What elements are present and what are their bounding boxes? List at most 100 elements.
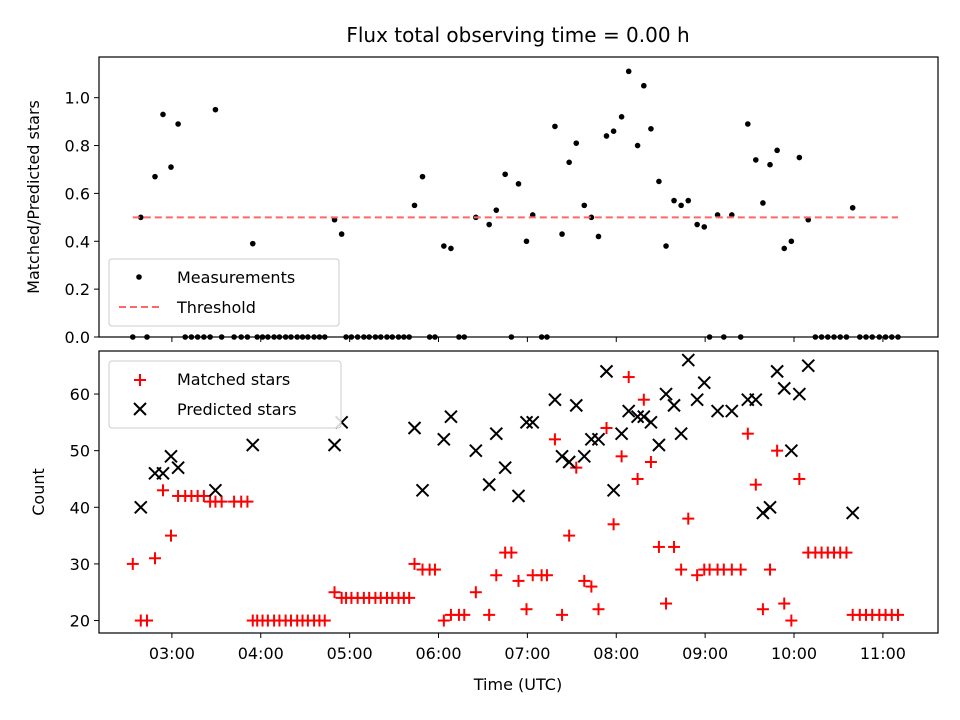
- matched-stars-point: [793, 472, 806, 485]
- measurement-point: [788, 238, 795, 245]
- matched-stars-point: [428, 563, 441, 576]
- legend-matched-label: Matched stars: [177, 370, 290, 389]
- predicted-stars-point: [725, 404, 739, 418]
- counts-legend: Matched stars Predicted stars: [108, 360, 342, 429]
- predicted-stars-point: [489, 426, 503, 441]
- matched-stars-point: [241, 495, 254, 508]
- measurement-point: [175, 121, 181, 127]
- matched-stars-point: [764, 563, 777, 576]
- measurement-point: [641, 82, 647, 89]
- measurement-point: [552, 123, 558, 130]
- predicted-stars-point: [134, 500, 148, 514]
- predicted-stars-point: [482, 477, 496, 492]
- predicted-stars-point: [697, 376, 711, 390]
- predicted-stars-point: [749, 392, 763, 407]
- measurement-point: [419, 173, 426, 180]
- predicted-stars-point: [777, 381, 791, 396]
- measurement-point: [152, 173, 158, 180]
- y-tick-label: 50: [70, 442, 90, 461]
- x-tick-label: 10:00: [771, 644, 817, 663]
- predicted-stars-point: [710, 404, 725, 418]
- measurement-point: [796, 154, 803, 161]
- matched-stars-point: [756, 603, 769, 616]
- measurement-point: [581, 202, 588, 209]
- measurement-point: [701, 224, 708, 230]
- predicted-stars-point: [690, 392, 704, 407]
- predicted-stars-point: [519, 415, 534, 430]
- matched-stars-point: [437, 614, 450, 627]
- matched-stars-point: [140, 614, 153, 627]
- matched-stars-point: [490, 569, 503, 582]
- predicted-stars-point: [562, 455, 576, 469]
- matched-stars-point: [892, 608, 905, 621]
- predicted-stars-point: [555, 449, 569, 464]
- measurement-point: [160, 111, 166, 118]
- matched-stars-point: [644, 455, 657, 468]
- predicted-stars-point: [674, 426, 688, 441]
- y-tick-label: 40: [70, 498, 90, 517]
- predicted-stars-point: [792, 387, 807, 401]
- measurement-point: [753, 157, 759, 163]
- measurement-point: [493, 207, 500, 213]
- measurement-point: [411, 202, 418, 209]
- matched-stars-point: [403, 591, 416, 604]
- legend-threshold-label: Threshold: [176, 298, 256, 317]
- measurement-point: [559, 231, 565, 237]
- predicted-stars-point: [681, 353, 695, 367]
- predicted-stars-point: [652, 438, 666, 452]
- matched-stars-point: [164, 529, 177, 542]
- predicted-stars-point: [630, 409, 645, 424]
- matched-stars-point: [631, 472, 644, 485]
- matched-stars-point: [652, 540, 665, 553]
- measurement-point: [448, 245, 454, 252]
- predicted-stars-point: [637, 409, 651, 424]
- predicted-stars-point: [171, 460, 185, 475]
- predicted-stars-point: [599, 364, 614, 379]
- predicted-stars-point: [407, 421, 422, 435]
- matched-stars-point: [318, 614, 331, 627]
- measurement-point: [603, 133, 610, 139]
- matched-stars-point: [563, 529, 576, 542]
- y-tick-label: 0.6: [65, 184, 90, 203]
- matched-stars-point: [408, 557, 421, 570]
- ratio-legend: Measurements Threshold: [108, 258, 340, 327]
- x-tick-label: 05:00: [327, 644, 373, 663]
- x-tick-label: 09:00: [682, 644, 728, 663]
- predicted-stars-point: [437, 432, 451, 447]
- matched-stars-point: [682, 512, 695, 525]
- predicted-stars-point: [156, 466, 170, 481]
- measurement-point: [663, 243, 669, 249]
- measurement-point: [523, 238, 530, 245]
- matched-stars-point: [691, 569, 704, 582]
- matched-stars-point: [592, 603, 605, 616]
- measurement-point: [502, 171, 508, 178]
- predicted-stars-point: [845, 506, 860, 520]
- matched-stars-point: [615, 450, 628, 463]
- matched-stars-point: [785, 614, 798, 627]
- predicted-stars-point: [644, 415, 658, 430]
- matched-stars-point: [570, 461, 583, 474]
- matched-stars-point: [778, 597, 791, 610]
- matched-stars-point: [156, 484, 169, 497]
- predicted-stars-point: [164, 449, 178, 464]
- matched-stars-point: [458, 608, 471, 621]
- legend-matched-marker: [134, 374, 146, 386]
- x-tick-label: 04:00: [238, 644, 284, 663]
- legend-measurements-marker: [136, 274, 142, 280]
- ratio-plot-frame: [98, 56, 939, 338]
- matched-stars-point: [512, 574, 525, 587]
- measurement-point: [671, 197, 677, 204]
- measurement-point: [486, 221, 492, 228]
- matched-stars-point: [622, 371, 635, 384]
- predicted-stars-point: [763, 500, 777, 514]
- predicted-stars-point: [327, 438, 342, 452]
- ratio-y-axis-label: Matched/Predicted stars: [24, 100, 43, 294]
- matched-stars-point: [675, 563, 688, 576]
- matched-stars-point: [215, 495, 228, 508]
- measurement-point: [685, 197, 692, 204]
- y-tick-label: 0.2: [65, 280, 90, 299]
- measurement-point: [767, 161, 773, 168]
- matched-stars-point: [197, 489, 210, 502]
- measurement-point: [338, 231, 345, 237]
